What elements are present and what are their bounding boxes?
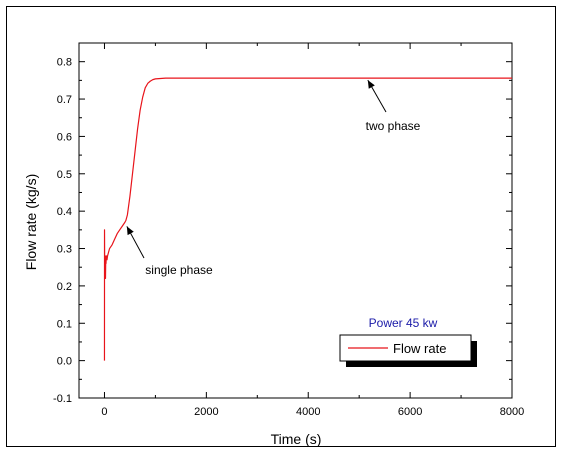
y-axis-title: Flow rate (kg/s) [23, 174, 39, 270]
figure-border [6, 6, 556, 447]
axis-ticks [79, 43, 513, 399]
two-phase-arrowhead [367, 80, 375, 89]
x-tick-label: 0 [101, 406, 107, 418]
series-line-flow-rate [103, 77, 512, 361]
y-tick-label: 0.6 [57, 131, 72, 143]
y-tick-label: -0.1 [53, 393, 72, 405]
x-tick-label: 4000 [296, 406, 320, 418]
y-tick-label: 0.5 [57, 169, 72, 181]
legend: Flow rate [339, 334, 477, 367]
y-tick-label: 0.7 [57, 94, 72, 106]
legend-label: Flow rate [393, 341, 446, 356]
two-phase-label: two phase [366, 119, 421, 133]
x-tick-label: 8000 [500, 406, 524, 418]
x-tick-label: 2000 [194, 406, 218, 418]
single-phase-arrowhead [126, 226, 134, 236]
power-label: Power 45 kw [369, 316, 438, 330]
plot-frame [78, 42, 513, 399]
series-layer [103, 77, 512, 361]
y-tick-label: 0.1 [57, 318, 72, 330]
annotations: two phase single phase [126, 79, 421, 277]
y-tick-label: 0.8 [57, 57, 72, 69]
x-axis-title: Time (s) [271, 431, 322, 447]
y-tick-label: 0.3 [57, 244, 72, 256]
x-tick-label: 6000 [398, 406, 422, 418]
tick-labels: 0 2000 4000 6000 8000 -0.1 0.0 0.1 0.2 0.3 0.4 0.5 0… [53, 57, 524, 418]
y-tick-label: 0.4 [57, 206, 72, 218]
single-phase-label: single phase [145, 263, 213, 277]
y-tick-label: 0.0 [57, 356, 72, 368]
y-tick-label: 0.2 [57, 281, 72, 293]
